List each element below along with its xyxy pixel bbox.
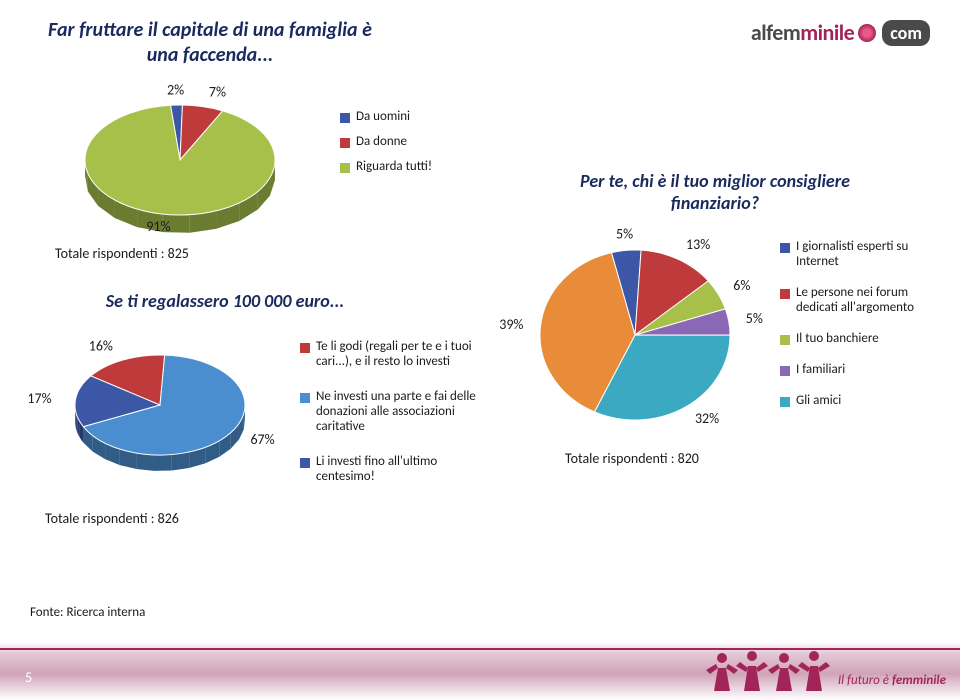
legend-label: Le persone nei forum dedicati all'argome…: [796, 286, 940, 316]
svg-text:5%: 5%: [746, 310, 763, 327]
legend-swatch: [780, 243, 790, 253]
people-icon: [704, 646, 834, 694]
chart1-caption: Totale rispondenti : 825: [55, 245, 189, 262]
chart3-svg: 5%13%6%5%32%39%: [510, 225, 760, 445]
chart3-caption: Totale rispondenti : 820: [565, 450, 699, 467]
svg-text:32%: 32%: [695, 410, 719, 427]
legend-label: Ne investi una parte e fai delle donazio…: [316, 390, 480, 435]
logo-text-1: alfem: [751, 19, 800, 46]
legend-item: Da uomini: [340, 110, 480, 125]
legend-label: Li investi fino all'ultimo centesimo!: [316, 455, 480, 485]
legend-item: Le persone nei forum dedicati all'argome…: [780, 286, 940, 316]
page-number: 5: [25, 669, 32, 686]
chart1-legend: Da uomini Da donne Riguarda tutti!: [340, 110, 480, 175]
source-text: Fonte: Ricerca interna: [30, 605, 145, 620]
legend-label: I giornalisti esperti su Internet: [796, 240, 940, 270]
svg-text:67%: 67%: [250, 431, 274, 448]
legend-swatch: [300, 393, 310, 403]
legend-item: Ne investi una parte e fai delle donazio…: [300, 390, 480, 435]
svg-text:13%: 13%: [686, 236, 710, 253]
legend-label: Il tuo banchiere: [796, 332, 879, 347]
chart3-legend: I giornalisti esperti su Internet Le pers…: [780, 240, 940, 409]
flower-icon: [858, 24, 876, 42]
chart-2: 16%67%17%: [40, 320, 280, 490]
legend-item: Li investi fino all'ultimo centesimo!: [300, 455, 480, 485]
svg-text:6%: 6%: [733, 277, 750, 294]
legend-swatch: [340, 163, 350, 173]
legend-label: Te li godi (regali per te e i tuoi cari.…: [316, 340, 480, 370]
footer-logo-text: Il futuro è femminile: [838, 673, 946, 688]
chart3-title: Per te, chi è il tuo miglior consigliere…: [540, 170, 890, 214]
legend-item: I giornalisti esperti su Internet: [780, 240, 940, 270]
legend-item: I familiari: [780, 363, 940, 378]
legend-swatch: [340, 113, 350, 123]
chart-1: 2% 7% 91%: [50, 80, 310, 250]
chart1-svg: 2% 7% 91%: [50, 80, 310, 250]
svg-text:16%: 16%: [89, 338, 113, 355]
legend-swatch: [340, 138, 350, 148]
svg-text:17%: 17%: [27, 390, 51, 407]
svg-text:39%: 39%: [499, 316, 523, 333]
svg-text:7%: 7%: [209, 84, 226, 101]
legend-swatch: [780, 335, 790, 345]
chart1-title: Far fruttare il capitale di una famiglia…: [30, 18, 390, 68]
logo-suffix: com: [882, 20, 930, 46]
chart2-legend: Te li godi (regali per te e i tuoi cari.…: [300, 340, 480, 485]
chart2-caption: Totale rispondenti : 826: [45, 510, 179, 527]
legend-swatch: [300, 458, 310, 468]
chart2-title: Se ti regalassero 100 000 euro...: [70, 290, 380, 312]
legend-swatch: [780, 397, 790, 407]
legend-label: Da donne: [356, 135, 407, 150]
legend-swatch: [300, 343, 310, 353]
svg-text:91%: 91%: [146, 218, 170, 235]
svg-text:5%: 5%: [616, 225, 633, 242]
legend-label: Da uomini: [356, 110, 410, 125]
legend-label: Riguarda tutti!: [356, 160, 432, 175]
site-logo: alfem minile com: [751, 15, 930, 50]
legend-item: Gli amici: [780, 394, 940, 409]
chart2-svg: 16%67%17%: [40, 320, 280, 490]
legend-item: Da donne: [340, 135, 480, 150]
legend-swatch: [780, 289, 790, 299]
legend-swatch: [780, 366, 790, 376]
legend-item: Te li godi (regali per te e i tuoi cari.…: [300, 340, 480, 370]
footer-logo: Il futuro è femminile: [704, 646, 946, 694]
legend-label: Gli amici: [796, 394, 841, 409]
legend-item: Riguarda tutti!: [340, 160, 480, 175]
legend-item: Il tuo banchiere: [780, 332, 940, 347]
svg-text:2%: 2%: [167, 82, 184, 99]
logo-text-2: minile: [800, 19, 854, 46]
chart-3: 5%13%6%5%32%39%: [510, 225, 760, 445]
legend-label: I familiari: [796, 363, 845, 378]
